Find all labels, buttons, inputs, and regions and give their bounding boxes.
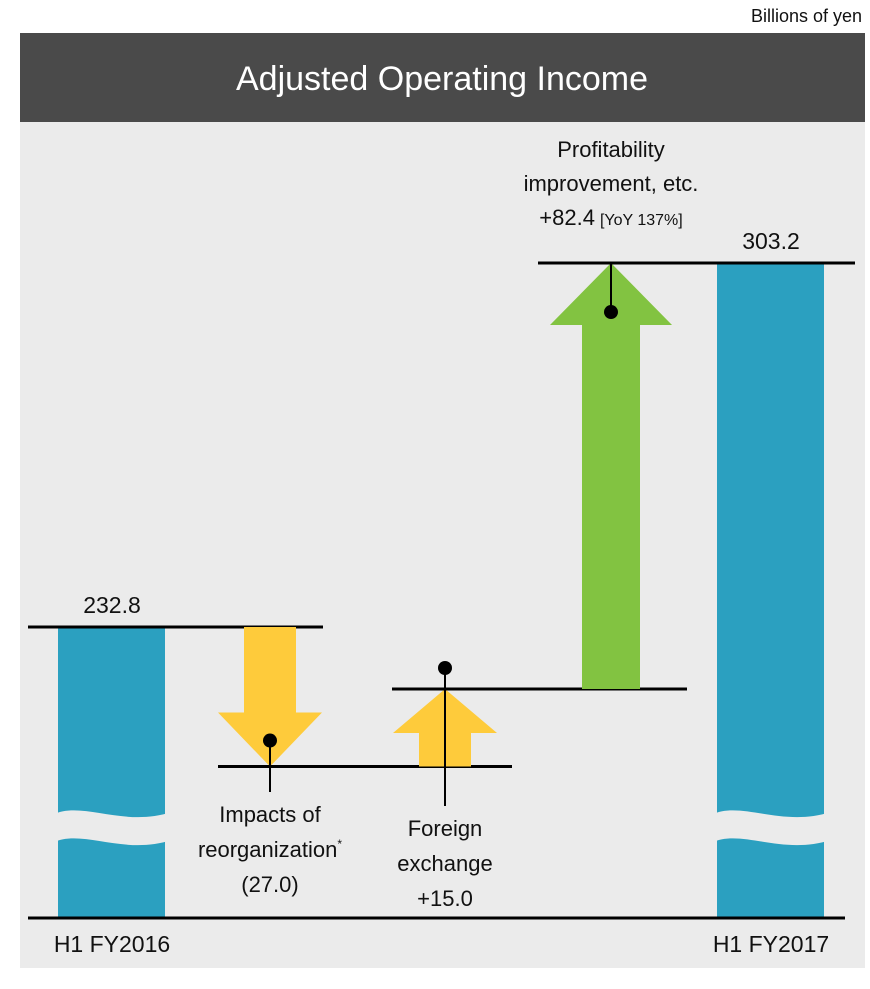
arrow [218,626,322,767]
x-tick-label: H1 FY2016 [54,931,170,957]
category-label: reorganization* [198,837,342,862]
category-label: improvement, etc. [524,171,699,196]
value-label-group: +82.4 [YoY 137%] [539,205,682,230]
x-tick-label: H1 FY2017 [713,931,829,957]
category-label-text: exchange [397,851,492,876]
value-label: +82.4 [539,205,595,230]
value-label: 303.2 [742,228,800,254]
axis-break [52,810,172,846]
value-label: (27.0) [241,872,298,897]
title-band [20,33,865,122]
category-label-text: reorganization [198,837,337,862]
axis-break [711,810,831,846]
category-label: exchange [397,851,492,876]
unit-label: Billions of yen [751,6,862,26]
category-label: Profitability [557,137,665,162]
footnote-marker: * [337,837,342,851]
arrow [550,263,672,689]
bar [58,626,165,918]
category-label-text: Foreign [408,816,483,841]
category-label: Impacts of [219,802,321,827]
value-label: 232.8 [83,592,141,618]
annotation: [YoY 137%] [600,212,683,229]
chart-title: Adjusted Operating Income [236,60,648,98]
category-label: Foreign [408,816,483,841]
value-label: +15.0 [417,886,473,911]
bar [717,263,824,919]
category-label-text: Impacts of [219,802,321,827]
